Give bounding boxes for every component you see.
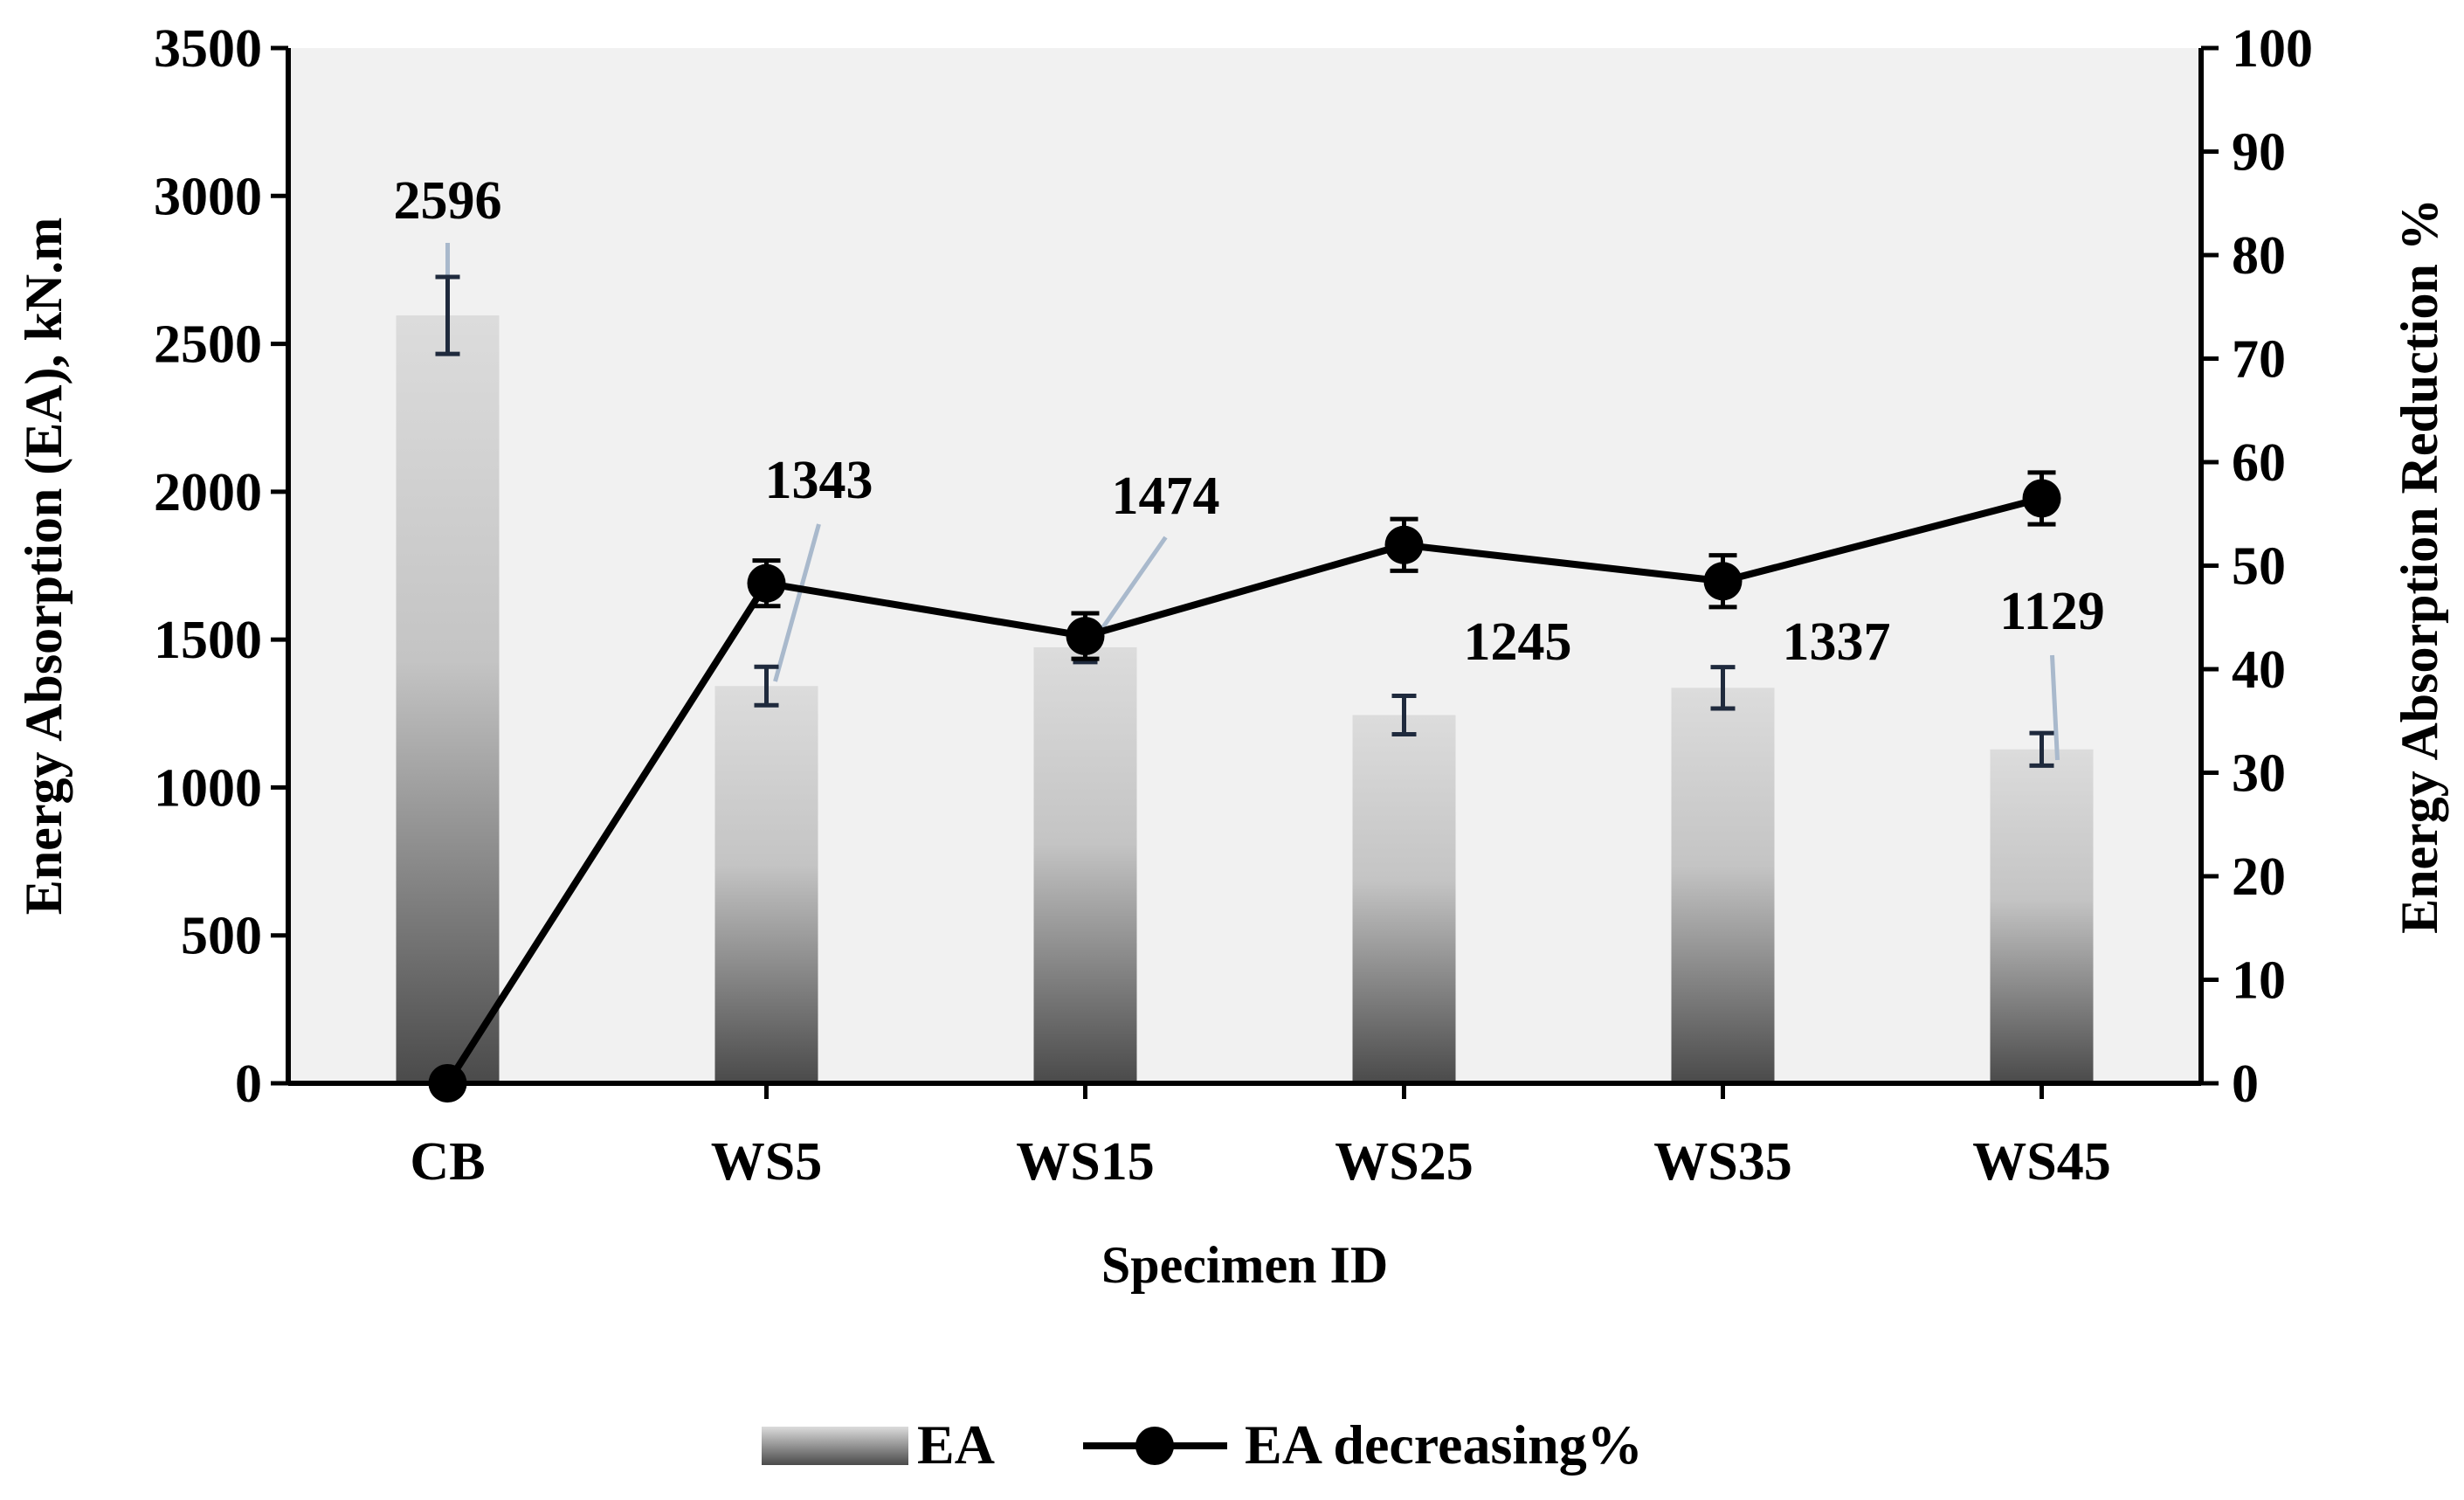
x-axis-title: Specimen ID xyxy=(1101,1236,1388,1294)
y2-tick-label: 100 xyxy=(2232,19,2313,79)
legend-line-marker xyxy=(1135,1427,1174,1465)
data-label-ws35: 1337 xyxy=(1783,612,1891,672)
x-tick-label: WS35 xyxy=(1653,1132,1791,1192)
y-tick-label: 2500 xyxy=(154,315,262,375)
data-label-ws45: 1129 xyxy=(1999,582,2105,641)
y-tick-label: 1000 xyxy=(154,758,262,818)
reduction-line xyxy=(445,494,2043,1086)
x-tick-label: CB xyxy=(410,1132,485,1192)
legend-bar-swatch xyxy=(762,1427,908,1465)
line-point-ws35 xyxy=(1703,562,1743,601)
x-tick-label: WS45 xyxy=(1972,1132,2110,1192)
y2-tick-label: 70 xyxy=(2232,330,2286,390)
data-label-cb: 2596 xyxy=(394,171,502,231)
data-label-ws25: 1245 xyxy=(1464,612,1572,672)
y-axis-title: Energy Absorption (EA), kN.m xyxy=(15,218,72,915)
bar-cb xyxy=(396,315,500,1083)
line-point-ws25 xyxy=(1384,525,1424,564)
axes: 0 500 1000 1500 2000 2500 3000 3500 0 10 20 30 40 50 6… xyxy=(154,19,2313,1192)
y2-tick-label: 80 xyxy=(2232,226,2286,286)
y-tick-label: 0 xyxy=(235,1054,262,1114)
bar-series xyxy=(396,315,2094,1083)
y2-tick-label: 0 xyxy=(2232,1054,2259,1114)
line-point-ws45 xyxy=(2022,479,2061,518)
line-series xyxy=(428,470,2061,1103)
legend-label-ea-decreasing: EA decreasing% xyxy=(1245,1414,1643,1476)
axis-titles: Specimen ID Energy Absorption (EA), kN.m… xyxy=(15,198,2448,1294)
leader-line-ws45 xyxy=(2050,654,2060,761)
data-label-ws5: 1343 xyxy=(765,451,873,510)
bar-ws5 xyxy=(714,686,818,1083)
y2-tick-label: 20 xyxy=(2232,847,2286,907)
y-tick-label: 3500 xyxy=(154,19,262,79)
data-label-ws15: 1474 xyxy=(1112,467,1220,526)
bar-ws15 xyxy=(1033,646,1137,1083)
leader-line-ws5 xyxy=(773,523,821,682)
bar-ws35 xyxy=(1671,688,1775,1083)
y2-tick-label: 60 xyxy=(2232,433,2286,493)
y2-tick-label: 40 xyxy=(2232,640,2286,700)
bar-ws25 xyxy=(1352,715,1456,1083)
y2-axis-title: Energy Absorption Reduction % xyxy=(2391,198,2448,934)
y2-tick-label: 90 xyxy=(2232,123,2286,183)
x-tick-label: WS5 xyxy=(711,1132,822,1192)
y-tick-label: 1500 xyxy=(154,611,262,670)
line-point-ws5 xyxy=(747,563,786,603)
y-tick-label: 2000 xyxy=(154,463,262,522)
y-tick-label: 3000 xyxy=(154,167,262,226)
x-tick-label: WS15 xyxy=(1016,1132,1154,1192)
y2-tick-label: 30 xyxy=(2232,744,2286,804)
line-point-ws15 xyxy=(1066,617,1105,656)
bar-ws45 xyxy=(1990,749,2094,1083)
legend-label-ea: EA xyxy=(917,1414,995,1476)
y-tick-label: 500 xyxy=(181,907,262,966)
y2-tick-label: 50 xyxy=(2232,537,2286,597)
data-labels: 2596 1343 1474 1245 1337 1129 xyxy=(394,171,2105,672)
x-tick-label: WS25 xyxy=(1335,1132,1473,1192)
plot-background xyxy=(288,48,2201,1083)
y2-tick-label: 10 xyxy=(2232,951,2286,1011)
legend: EA EA decreasing% xyxy=(762,1414,1643,1476)
